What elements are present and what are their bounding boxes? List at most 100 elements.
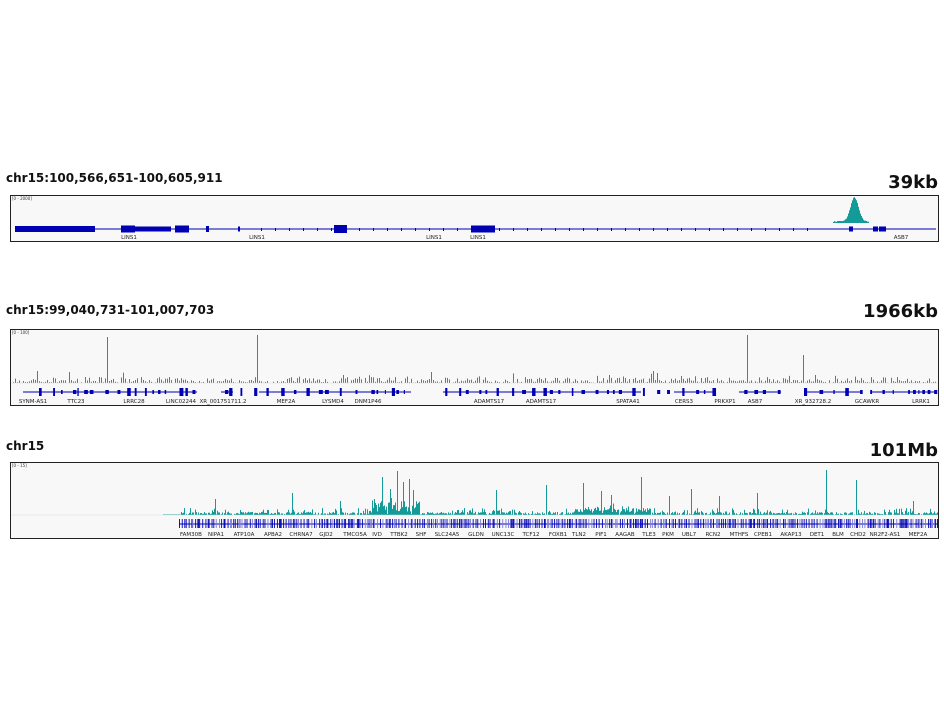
gene-exon: [293, 390, 297, 394]
signal-bar: [629, 379, 630, 383]
signal-bar: [248, 511, 249, 515]
signal-bar: [254, 513, 255, 515]
signal-bar: [929, 378, 930, 383]
gene-label: ASB7: [894, 235, 909, 241]
signal-bar: [822, 512, 823, 515]
signal-bar: [41, 381, 42, 383]
gene-exon: [227, 519, 229, 528]
signal-bar: [857, 221, 858, 223]
gene-exon: [246, 519, 248, 528]
signal-bar: [421, 514, 422, 515]
gene-exon: [874, 519, 876, 528]
signal-bar: [77, 378, 78, 383]
gene-exon: [223, 519, 225, 528]
signal-bar: [576, 509, 577, 515]
signal-bar: [303, 511, 304, 515]
signal-bar: [833, 221, 834, 223]
track-panel-1[interactable]: LINS1 LINS1 LINS1 LINS1 ASB7 [0 - 2000]: [10, 195, 939, 242]
signal-bar: [273, 513, 274, 515]
gene-exon: [279, 519, 281, 528]
signal-bar: [879, 382, 880, 383]
gene-exon: [371, 519, 373, 528]
signal-bar: [198, 512, 199, 515]
signal-bar: [851, 221, 852, 223]
gene-exon: [887, 519, 889, 528]
signal-bar: [566, 508, 567, 515]
signal-bar: [677, 512, 678, 515]
signal-bar: [607, 379, 608, 383]
gene-exon: [757, 519, 759, 528]
signal-bar: [187, 380, 188, 383]
gene-label: UBL7: [682, 532, 697, 538]
signal-bar: [656, 514, 657, 515]
track-panel-3[interactable]: FAM30B NIPA1 ATP10A APBA2 CHRNA7 GJD2 TMCO5A IV…: [10, 462, 939, 539]
signal-bar: [537, 512, 538, 515]
gene-exon: [697, 519, 699, 528]
signal-bar: [811, 513, 812, 515]
signal-bar: [815, 510, 816, 515]
signal-bar: [298, 512, 299, 515]
signal-bar: [617, 377, 618, 383]
signal-bar: [510, 511, 511, 515]
signal-bar: [480, 512, 481, 515]
gene-exon: [886, 519, 888, 528]
signal-bar: [302, 513, 303, 515]
track-panel-2[interactable]: SYNM-AS1 TTC23 LRRC28 LINC02244 XR_001751711…: [10, 329, 939, 406]
signal-bar: [721, 380, 722, 383]
signal-bar: [483, 512, 484, 515]
gene-exon: [211, 519, 213, 528]
signal-bar: [495, 514, 496, 515]
signal-bar: [282, 513, 283, 515]
gene-exon: [314, 519, 316, 528]
signal-bar: [589, 381, 590, 383]
signal-bar: [400, 508, 401, 515]
signal-bar: [107, 337, 108, 383]
signal-bar: [855, 221, 856, 223]
signal-bar: [373, 377, 374, 383]
gene-exon: [238, 519, 240, 528]
signal-bar: [794, 514, 795, 515]
signal-bar: [434, 513, 435, 515]
data-range-3: [0 - 15]: [12, 463, 27, 468]
gene-exon: [532, 519, 534, 528]
signal-bar: [787, 379, 788, 383]
gene-exon: [334, 225, 347, 233]
signal-bar: [711, 381, 712, 383]
signal-bar: [671, 512, 672, 515]
signal-bar: [532, 511, 533, 515]
signal-bar: [511, 514, 512, 515]
signal-bar: [839, 221, 840, 223]
signal-bar: [353, 379, 354, 383]
gene-exon: [585, 519, 587, 528]
signal-bar: [592, 512, 593, 515]
signal-bar: [465, 380, 466, 383]
data-range-1: [0 - 2000]: [12, 196, 32, 201]
signal-bar: [249, 512, 250, 515]
gene-exon: [801, 519, 803, 528]
signal-bar: [301, 512, 302, 515]
gene-exon: [202, 519, 204, 528]
signal-bar: [724, 514, 725, 515]
signal-bar: [751, 513, 752, 515]
signal-bar: [518, 512, 519, 515]
signal-bar: [229, 380, 230, 383]
gene-exon: [750, 519, 751, 528]
signal-bar: [632, 508, 633, 515]
signal-bar: [722, 514, 723, 515]
gene-exon: [708, 519, 709, 528]
gene-exon: [901, 519, 903, 528]
signal-bar: [555, 377, 556, 383]
gene-exon: [388, 519, 390, 528]
signal-bar: [133, 380, 134, 383]
signal-bar: [860, 514, 861, 515]
gene-exon: [737, 519, 739, 528]
signal-bar: [123, 372, 124, 383]
signal-bar: [219, 512, 220, 515]
gene-label: CPEB1: [754, 532, 772, 538]
signal-bar: [445, 513, 446, 515]
signal-bar: [334, 513, 335, 515]
signal-bar: [535, 381, 536, 383]
signal-bar: [113, 378, 114, 383]
signal-bar: [849, 381, 850, 383]
gene-exon: [664, 519, 666, 528]
